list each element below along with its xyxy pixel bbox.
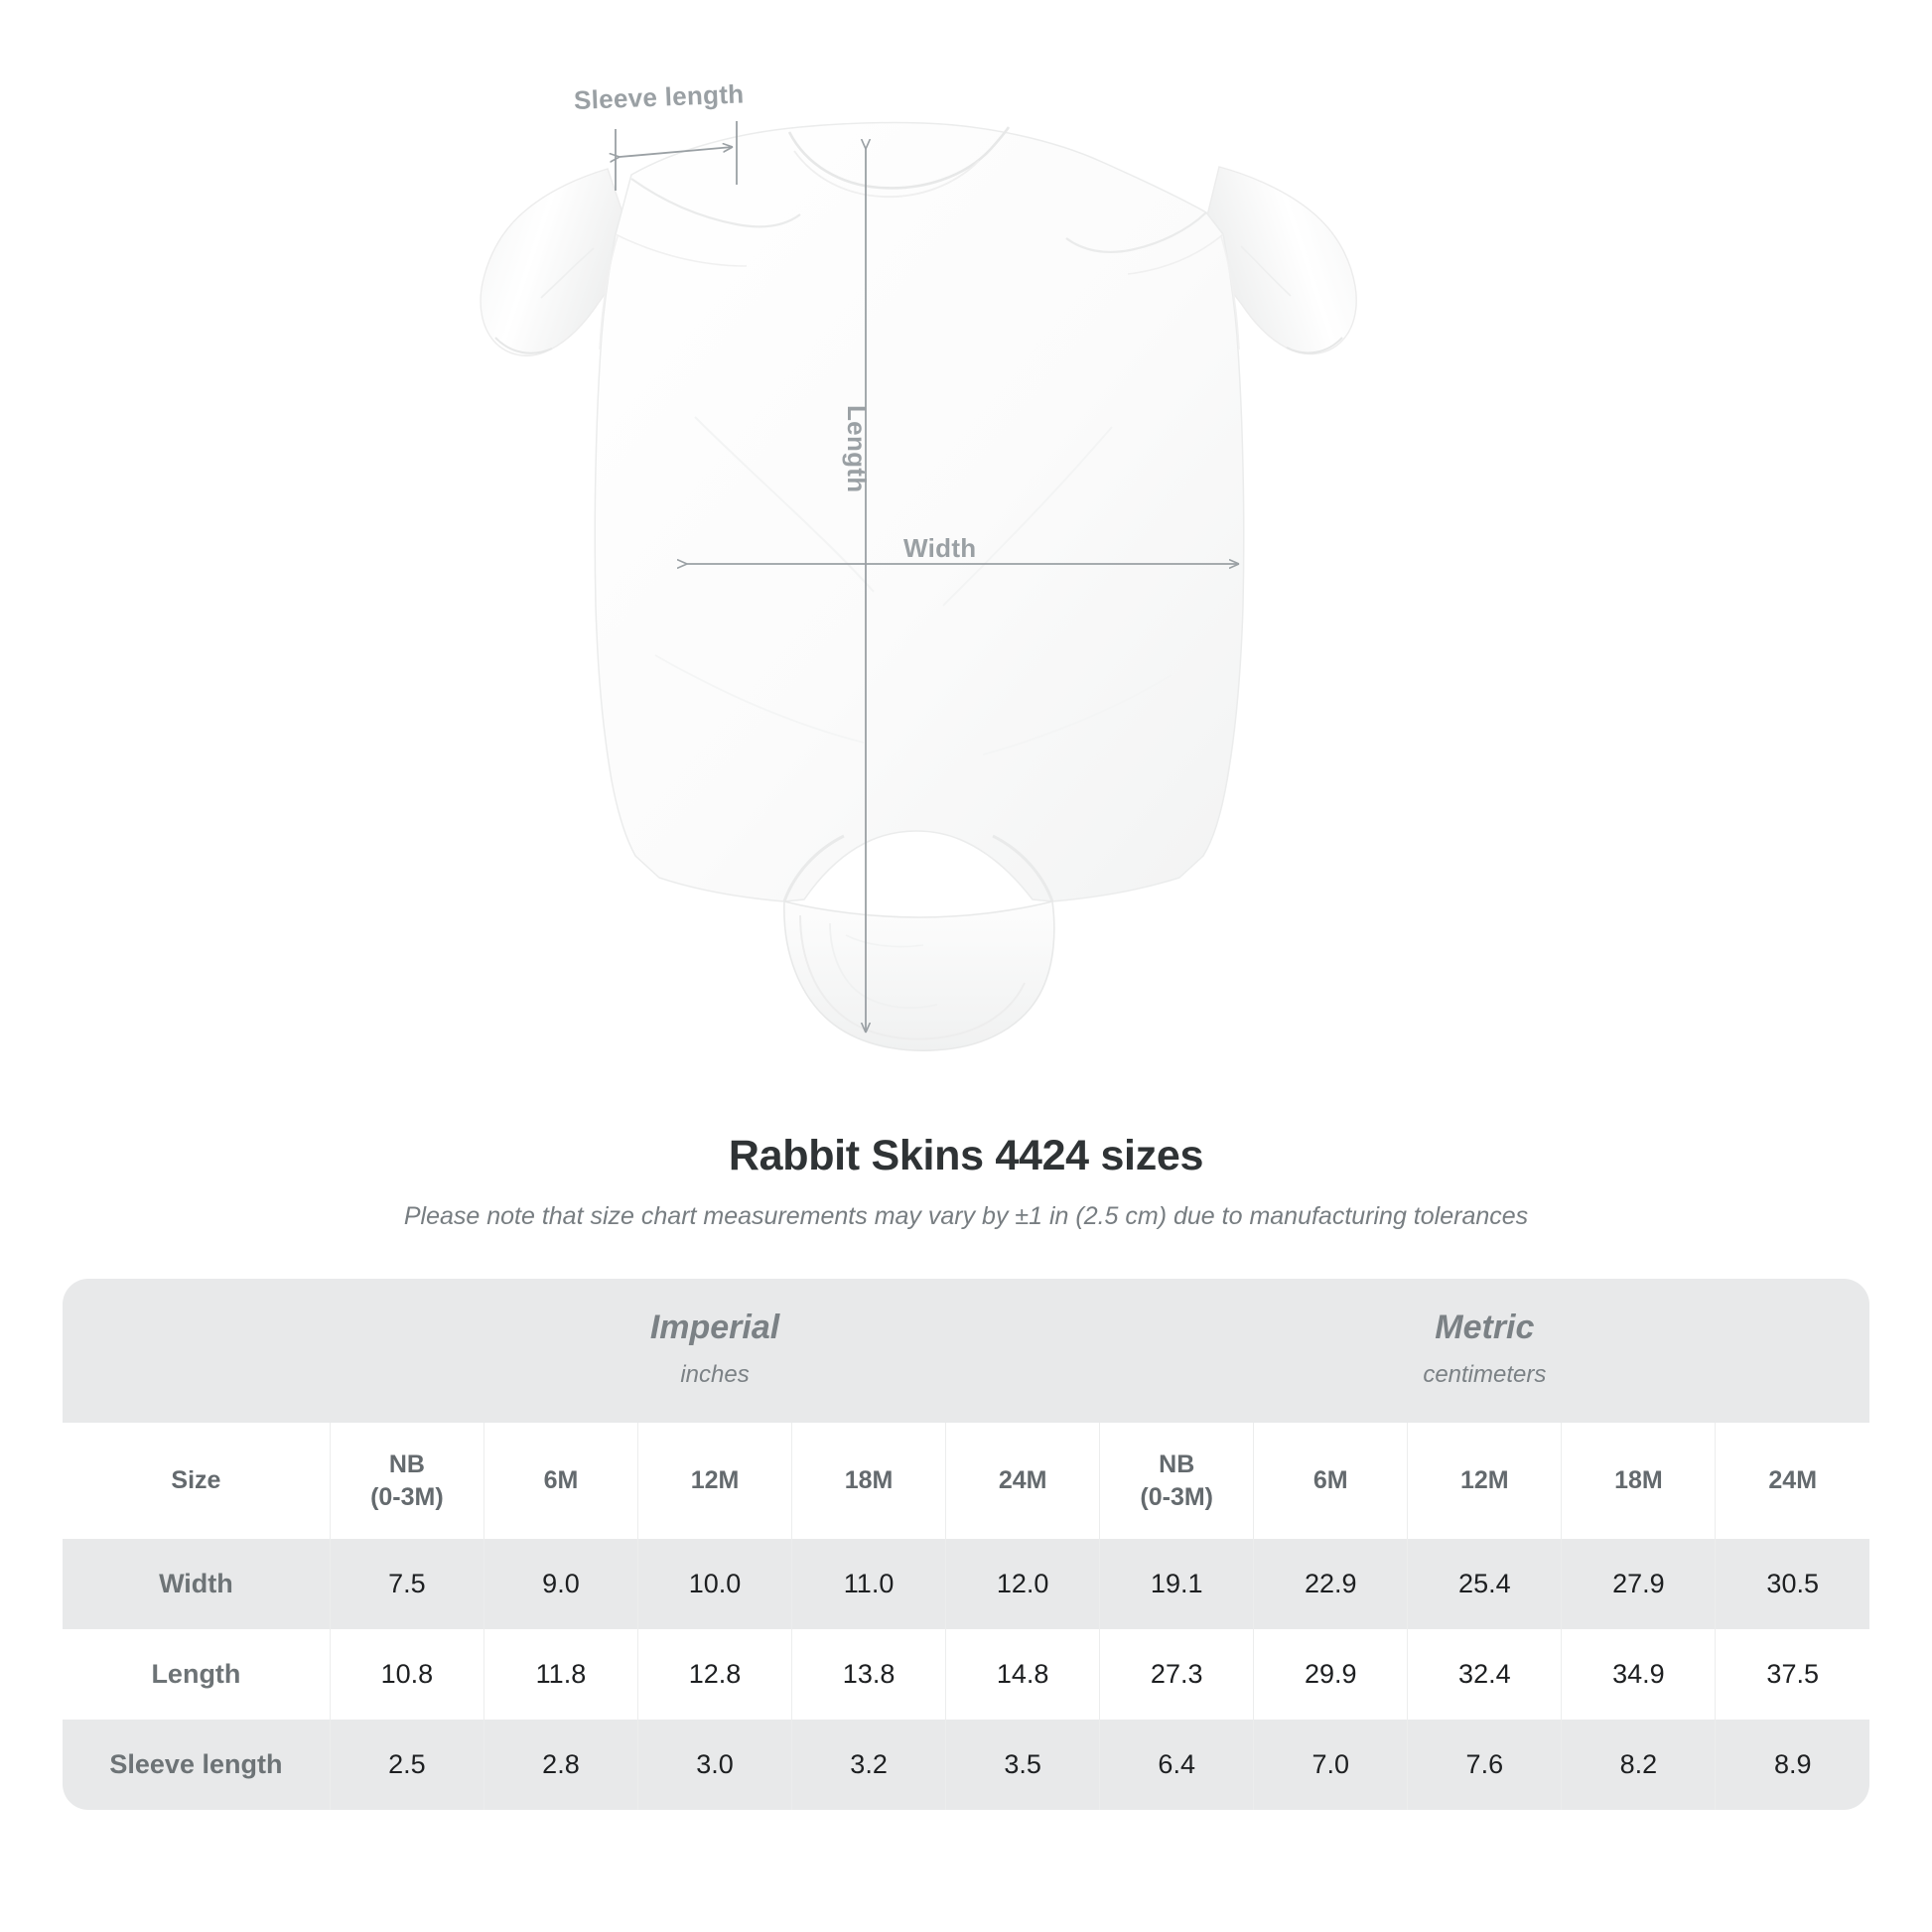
cell-sleeve-metric-18m: 8.2 xyxy=(1561,1720,1716,1811)
col-header-imperial-6m: 6M xyxy=(483,1423,638,1540)
title-block: Rabbit Skins 4424 sizes Please note that… xyxy=(0,1132,1932,1231)
imperial-unit: inches xyxy=(680,1361,750,1389)
row-label-width: Width xyxy=(63,1539,331,1630)
cell-sleeve-imperial-12m: 3.0 xyxy=(636,1720,792,1811)
cell-length-metric-nb: 27.3 xyxy=(1099,1629,1254,1721)
length-label: Length xyxy=(842,405,872,493)
cell-width-imperial-nb: 7.5 xyxy=(329,1539,484,1630)
col-header-imperial-18m: 18M xyxy=(791,1423,946,1540)
table-row: Sleeve length 2.5 2.8 3.0 3.2 3.5 6.4 7.… xyxy=(63,1720,1869,1811)
bodysuit-body xyxy=(594,121,1245,902)
sleeve-length-dimension xyxy=(616,121,738,191)
cell-width-metric-6m: 22.9 xyxy=(1253,1539,1408,1630)
metric-name: Metric xyxy=(1435,1309,1535,1346)
sleeve-length-label: Sleeve length xyxy=(573,78,745,115)
width-label: Width xyxy=(903,533,977,563)
table-row: Width 7.5 9.0 10.0 11.0 12.0 19.1 22.9 2… xyxy=(63,1539,1869,1630)
cell-width-metric-18m: 27.9 xyxy=(1561,1539,1716,1630)
nb-line2: (0-3M) xyxy=(1140,1482,1213,1511)
unit-system-header-row: Imperial inches Metric centimeters xyxy=(63,1279,1869,1424)
cell-sleeve-imperial-6m: 2.8 xyxy=(483,1720,638,1811)
cell-width-metric-12m: 25.4 xyxy=(1407,1539,1562,1630)
col-header-metric-18m: 18M xyxy=(1561,1423,1716,1540)
cell-sleeve-metric-24m: 8.9 xyxy=(1715,1720,1869,1811)
cell-width-imperial-12m: 10.0 xyxy=(636,1539,792,1630)
cell-width-imperial-24m: 12.0 xyxy=(945,1539,1100,1630)
col-header-metric-6m: 6M xyxy=(1253,1423,1408,1540)
size-chart-table-wrapper: Imperial inches Metric centimeters Size … xyxy=(63,1279,1869,1811)
unit-header-imperial: Imperial inches xyxy=(330,1279,1100,1424)
cell-width-imperial-18m: 11.0 xyxy=(791,1539,946,1630)
metric-unit: centimeters xyxy=(1423,1361,1547,1389)
cell-sleeve-imperial-nb: 2.5 xyxy=(329,1720,484,1811)
nb-line1: NB xyxy=(388,1450,425,1479)
unit-header-spacer xyxy=(63,1279,331,1424)
cell-length-imperial-18m: 13.8 xyxy=(791,1629,946,1721)
size-chart-table: Imperial inches Metric centimeters Size … xyxy=(63,1279,1869,1811)
nb-line1: NB xyxy=(1159,1450,1195,1479)
imperial-name: Imperial xyxy=(649,1309,780,1346)
unit-header-metric: Metric centimeters xyxy=(1099,1279,1869,1424)
cell-sleeve-imperial-18m: 3.2 xyxy=(791,1720,946,1811)
cell-length-metric-18m: 34.9 xyxy=(1561,1629,1716,1721)
cell-sleeve-metric-12m: 7.6 xyxy=(1407,1720,1562,1811)
left-sleeve xyxy=(480,168,636,356)
col-header-imperial-24m: 24M xyxy=(945,1423,1100,1540)
page-title: Rabbit Skins 4424 sizes xyxy=(728,1132,1204,1179)
col-header-metric-24m: 24M xyxy=(1715,1423,1869,1540)
cell-length-metric-12m: 32.4 xyxy=(1407,1629,1562,1721)
crotch-snap-panel xyxy=(783,899,1055,1051)
size-header-row: Size NB (0-3M) 6M 12M 18M 24M NB (0-3M) … xyxy=(63,1423,1869,1540)
cell-width-metric-24m: 30.5 xyxy=(1715,1539,1869,1630)
cell-length-imperial-6m: 11.8 xyxy=(483,1629,638,1721)
col-header-metric-nb: NB (0-3M) xyxy=(1099,1423,1254,1540)
cell-width-metric-nb: 19.1 xyxy=(1099,1539,1254,1630)
right-sleeve xyxy=(1198,166,1357,355)
bodysuit-illustration xyxy=(480,121,1357,1051)
cell-length-imperial-24m: 14.8 xyxy=(945,1629,1100,1721)
row-label-sleeve-length: Sleeve length xyxy=(63,1720,331,1811)
cell-sleeve-imperial-24m: 3.5 xyxy=(945,1720,1100,1811)
cell-length-imperial-12m: 12.8 xyxy=(636,1629,792,1721)
table-row: Length 10.8 11.8 12.8 13.8 14.8 27.3 29.… xyxy=(63,1629,1869,1721)
tolerance-note: Please note that size chart measurements… xyxy=(403,1202,1529,1230)
col-header-imperial-nb: NB (0-3M) xyxy=(329,1423,484,1540)
cell-sleeve-metric-nb: 6.4 xyxy=(1099,1720,1254,1811)
cell-length-metric-24m: 37.5 xyxy=(1715,1629,1869,1721)
garment-diagram: Sleeve length Width Length xyxy=(480,78,1357,1051)
cell-sleeve-metric-6m: 7.0 xyxy=(1253,1720,1408,1811)
cell-length-imperial-nb: 10.8 xyxy=(329,1629,484,1721)
size-corner-label: Size xyxy=(63,1423,331,1540)
row-label-length: Length xyxy=(63,1629,331,1721)
col-header-imperial-12m: 12M xyxy=(636,1423,792,1540)
cell-width-imperial-6m: 9.0 xyxy=(483,1539,638,1630)
col-header-metric-12m: 12M xyxy=(1407,1423,1562,1540)
nb-line2: (0-3M) xyxy=(370,1482,444,1511)
cell-length-metric-6m: 29.9 xyxy=(1253,1629,1408,1721)
